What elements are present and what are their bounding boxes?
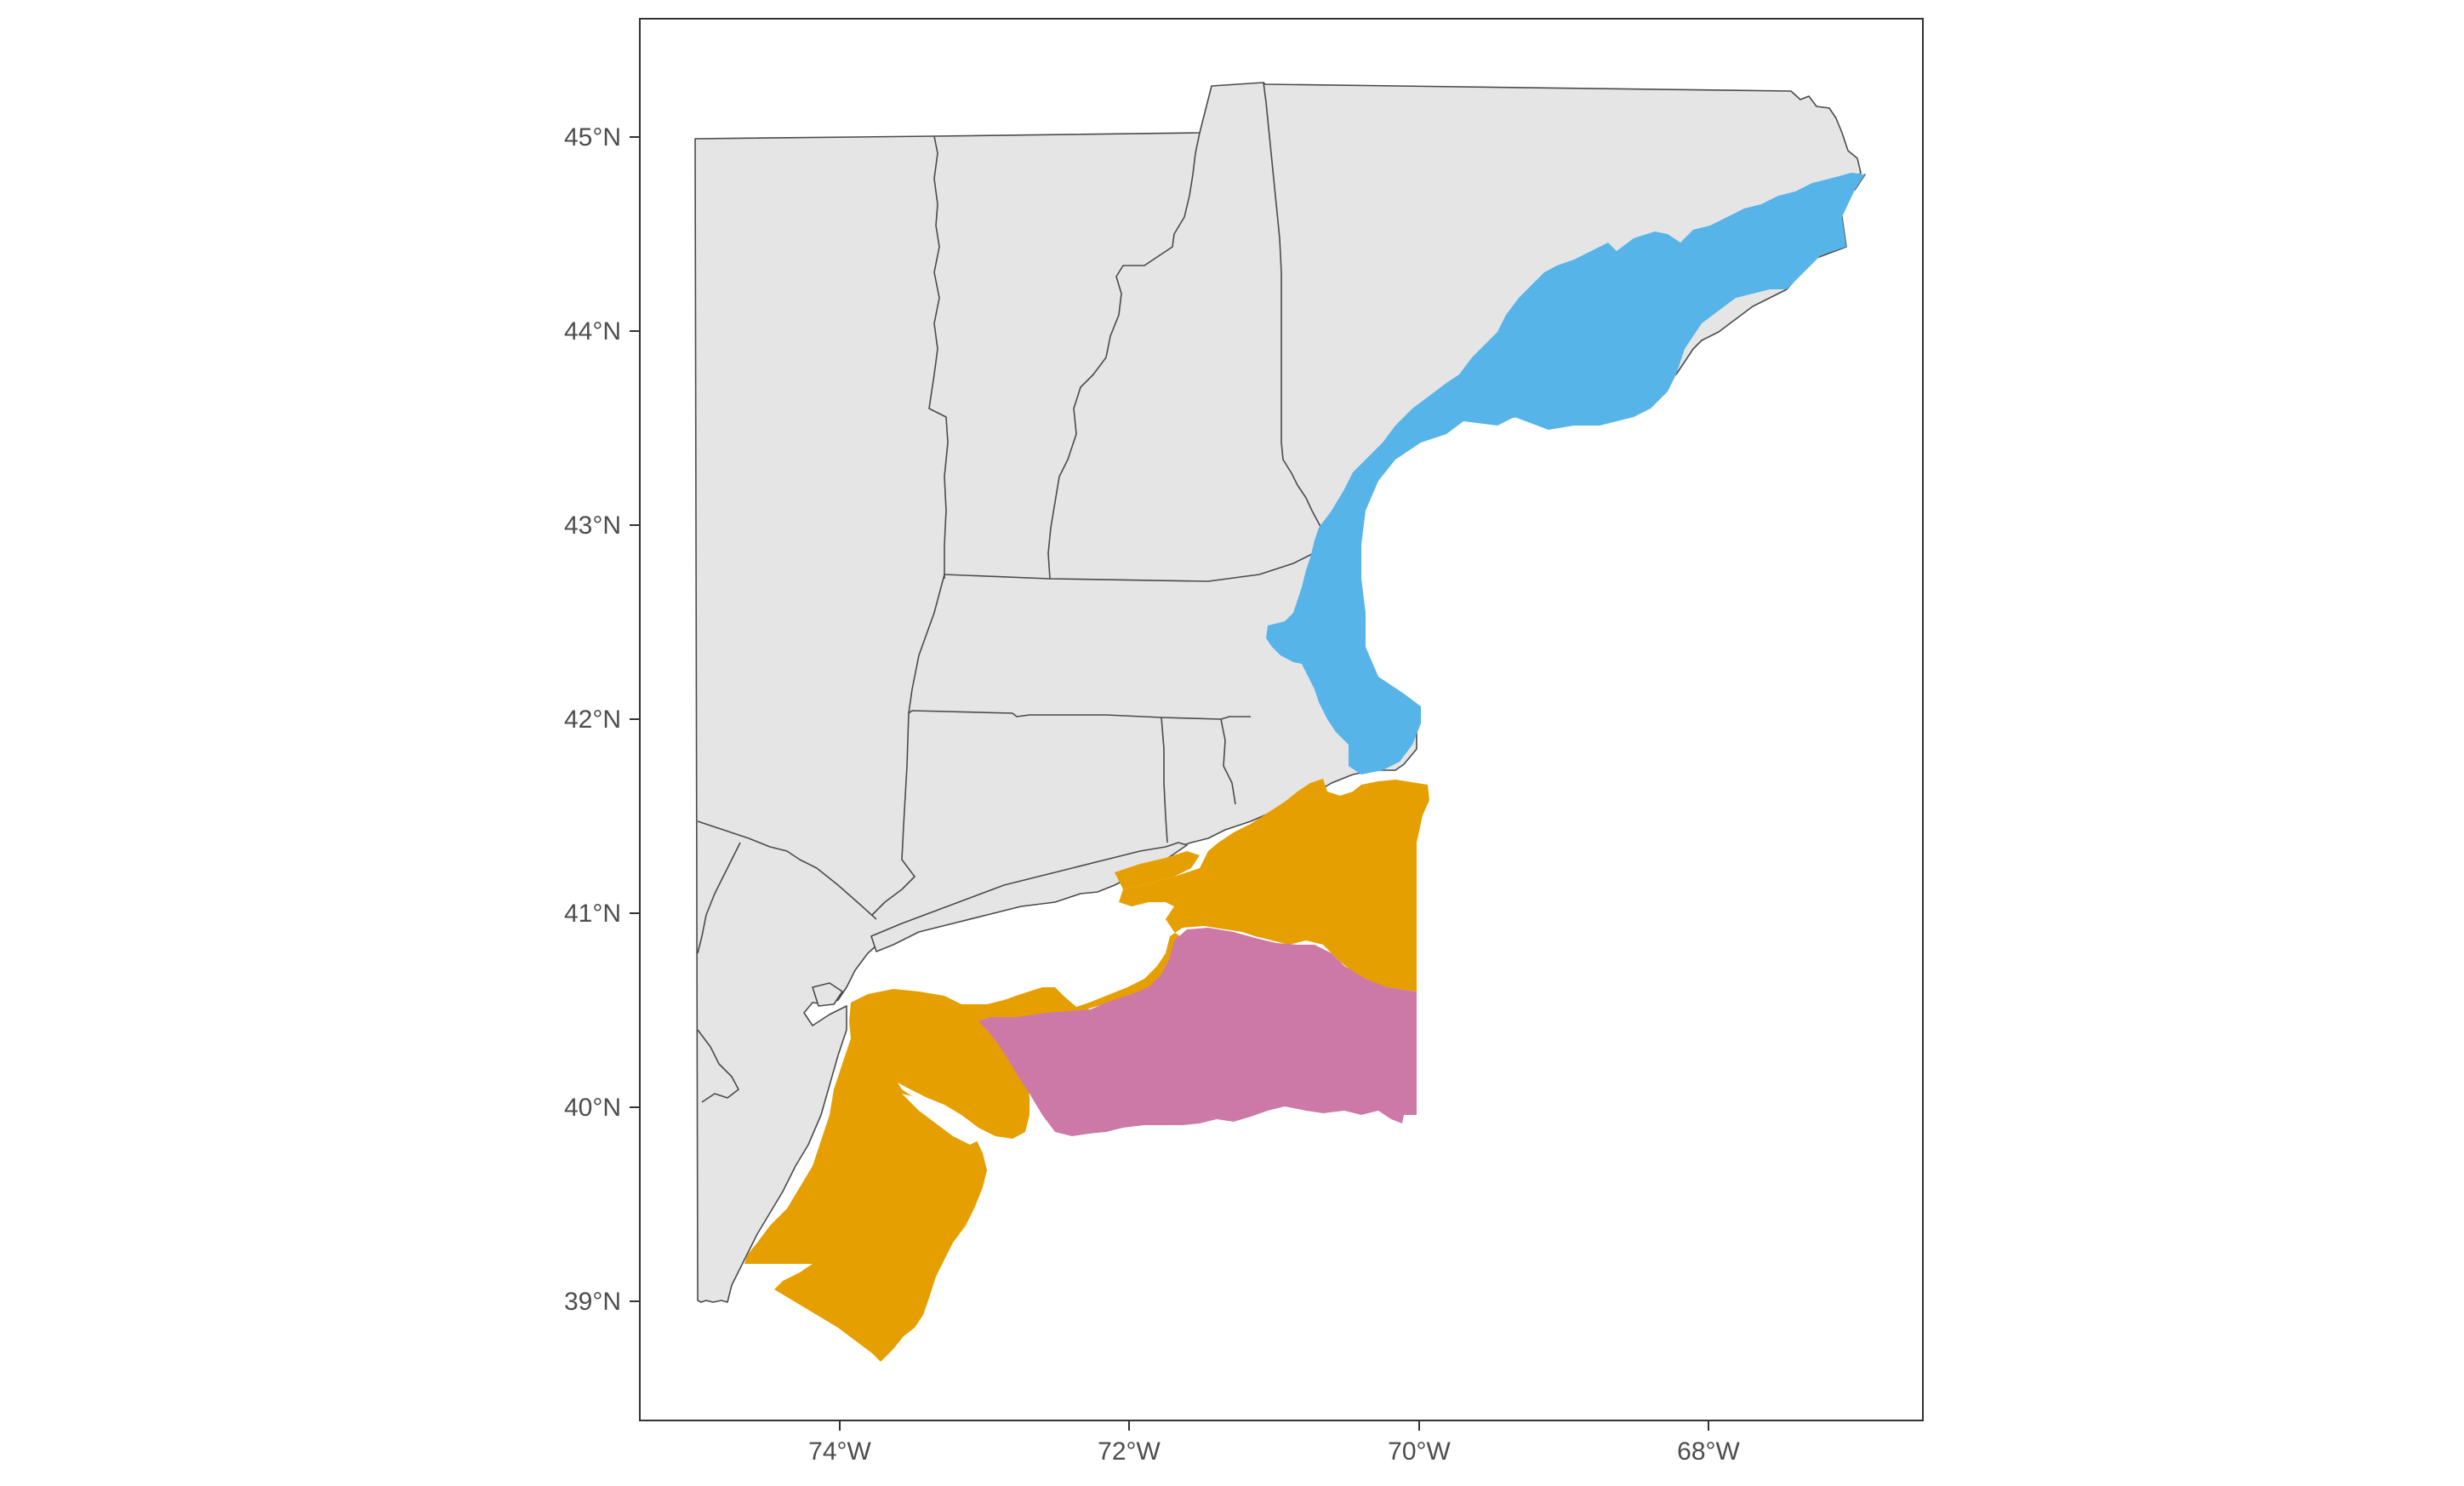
- x-tick-label-70: 70°W: [1388, 1437, 1451, 1466]
- x-tick-label-72: 72°W: [1098, 1437, 1161, 1466]
- x-tick-label-74: 74°W: [808, 1437, 871, 1466]
- y-tick-label-41: 41°N: [564, 900, 621, 928]
- nyc-islands: [812, 982, 843, 1007]
- shelf-inner-cutout: [902, 1094, 978, 1145]
- y-tick-label-39: 39°N: [564, 1288, 621, 1316]
- region-gulf-of-maine: [1266, 173, 1865, 774]
- region-shelf-orange-bay: [1115, 851, 1200, 889]
- border-ct-ri: [1161, 717, 1168, 843]
- border-ny-vt: [928, 135, 949, 579]
- border-ri-ma: [1220, 718, 1236, 805]
- x-tick-label-68: 68°W: [1677, 1437, 1740, 1466]
- y-tick-label-43: 43°N: [564, 512, 621, 540]
- y-tick-label-45: 45°N: [564, 123, 621, 151]
- y-tick-label-44: 44°N: [564, 317, 621, 346]
- y-tick-label-42: 42°N: [564, 706, 621, 734]
- region-offshore-pink: [978, 928, 1417, 1136]
- border-pa-nj-river: [697, 842, 741, 954]
- border-vt-nh: [1047, 132, 1201, 580]
- border-nh-me: [1263, 82, 1325, 533]
- border-nj-pa: [697, 820, 877, 920]
- y-axis: [630, 136, 640, 1302]
- border-delaware: [697, 1029, 739, 1103]
- border-ny-ma-ct: [871, 574, 945, 916]
- y-tick-label-40: 40°N: [564, 1094, 621, 1122]
- border-ma-south: [908, 710, 1251, 720]
- region-shelf-orange: [744, 779, 1429, 1362]
- border-ma-north: [944, 551, 1318, 582]
- x-axis: [839, 1420, 1709, 1431]
